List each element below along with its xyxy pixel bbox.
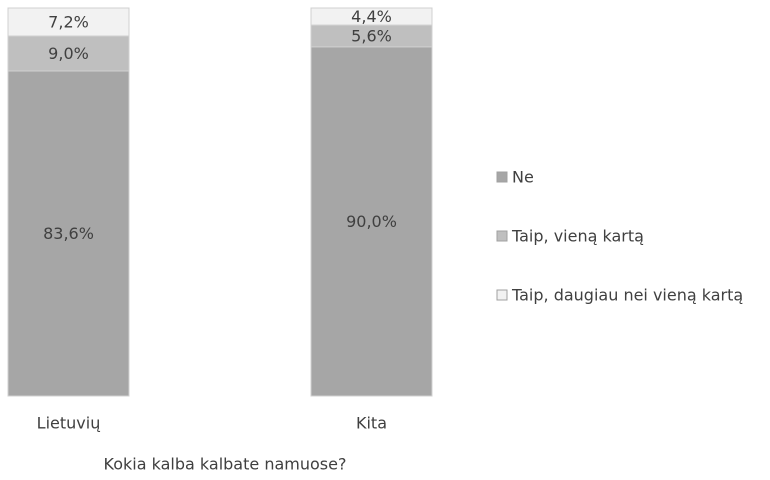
data-label: 5,6% — [351, 26, 392, 45]
legend-label: Ne — [512, 168, 534, 187]
bar-segment — [7, 70, 130, 397]
data-label: 90,0% — [346, 212, 397, 231]
x-axis-title: Kokia kalba kalbate namuose? — [104, 455, 347, 474]
data-label: 7,2% — [48, 12, 89, 31]
bar-segment — [7, 35, 130, 72]
legend-label: Taip, daugiau nei vieną kartą — [511, 286, 743, 305]
legend-label: Taip, vieną kartą — [511, 227, 644, 246]
x-tick-label: Lietuvių — [37, 414, 101, 433]
legend-swatch — [496, 171, 508, 183]
data-label: 83,6% — [43, 224, 94, 243]
bar-segment — [310, 7, 433, 26]
bar-segment — [310, 46, 433, 397]
data-label: 4,4% — [351, 7, 392, 26]
x-tick-label: Kita — [356, 414, 387, 433]
bar-segment — [7, 7, 130, 37]
legend-swatch — [496, 289, 508, 301]
data-label: 9,0% — [48, 44, 89, 63]
legend-swatch — [496, 230, 508, 242]
